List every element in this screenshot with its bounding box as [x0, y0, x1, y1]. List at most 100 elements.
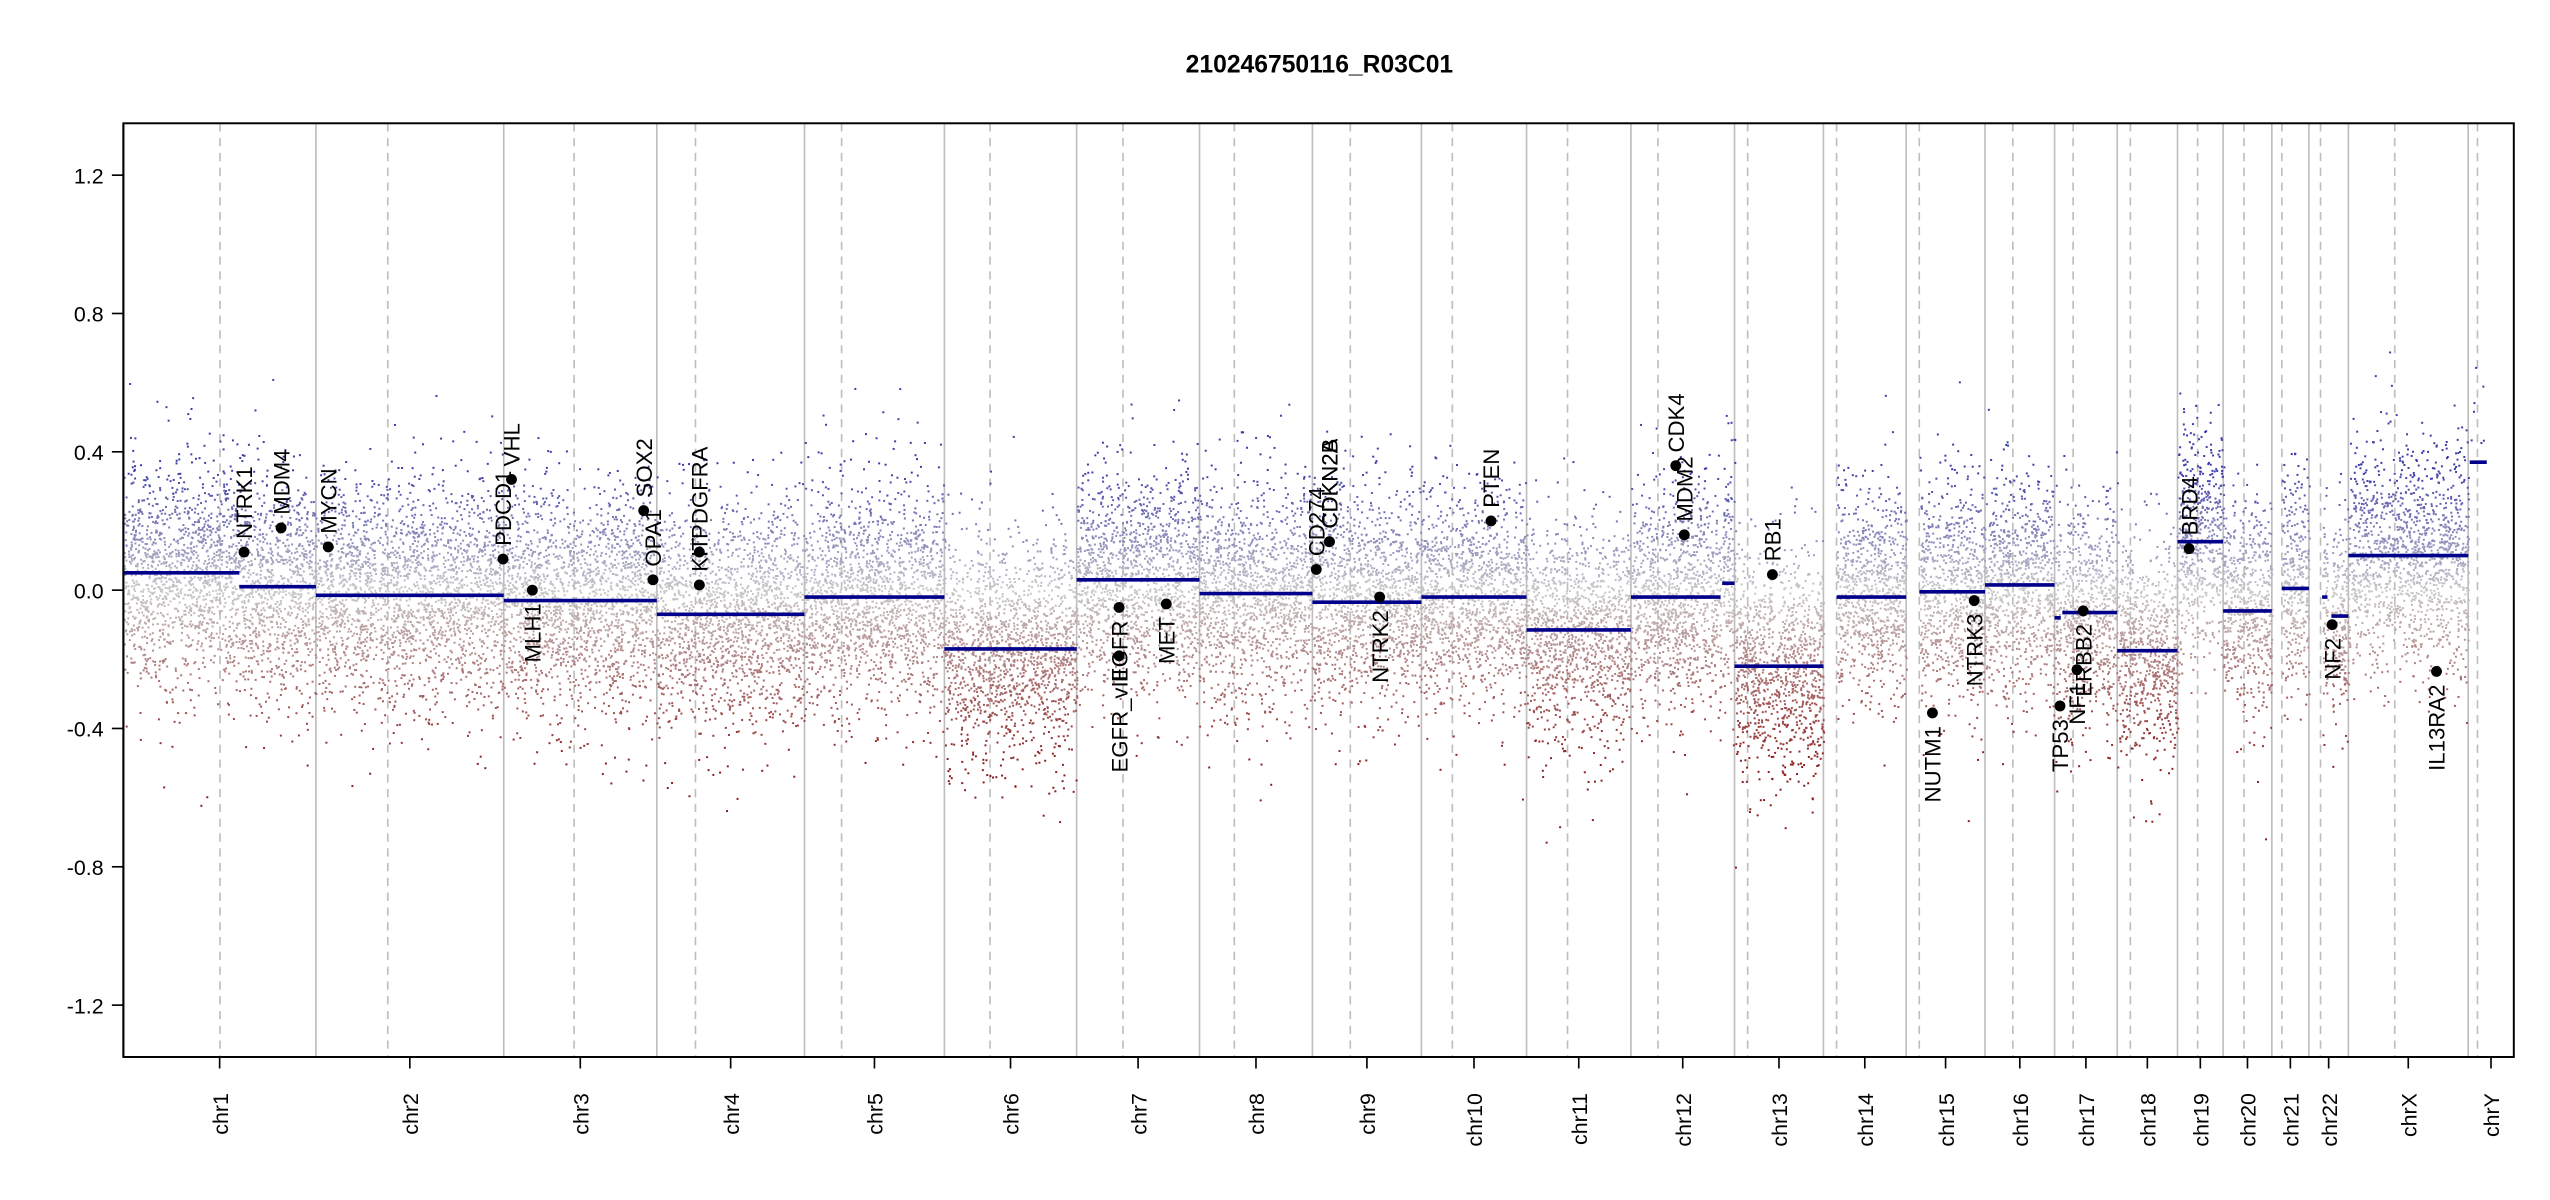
probe-point — [363, 524, 365, 526]
probe-point — [396, 527, 398, 529]
probe-point — [145, 658, 147, 660]
probe-point — [129, 639, 131, 641]
probe-point — [440, 615, 442, 617]
probe-point — [434, 676, 436, 678]
probe-point — [463, 560, 465, 562]
probe-point — [159, 636, 161, 638]
probe-point — [126, 726, 128, 728]
probe-point — [482, 618, 484, 620]
probe-point — [174, 565, 176, 567]
probe-point — [626, 528, 628, 530]
probe-point — [296, 670, 298, 672]
probe-point — [460, 679, 462, 681]
probe-point — [418, 610, 420, 612]
probe-point — [140, 712, 142, 714]
probe-point — [364, 535, 366, 537]
probe-point — [325, 608, 327, 610]
probe-point — [200, 502, 202, 504]
probe-point — [422, 521, 424, 523]
probe-point — [352, 522, 354, 524]
probe-point — [402, 551, 404, 553]
probe-point — [406, 656, 408, 658]
probe-point — [432, 591, 434, 593]
probe-point — [269, 579, 271, 581]
probe-point — [187, 682, 189, 684]
probe-point — [364, 628, 366, 630]
probe-point — [318, 631, 320, 633]
probe-point — [358, 569, 360, 571]
probe-point — [158, 639, 160, 641]
probe-point — [300, 596, 302, 598]
probe-point — [163, 601, 165, 603]
probe-point — [200, 614, 202, 616]
probe-point — [145, 623, 147, 625]
probe-point — [434, 615, 436, 617]
probe-point — [370, 590, 372, 592]
probe-point — [406, 615, 408, 617]
probe-point — [407, 577, 409, 579]
probe-point — [282, 647, 284, 649]
probe-point — [340, 568, 342, 570]
probe-point — [393, 620, 395, 622]
probe-point — [452, 559, 454, 561]
probe-point — [192, 583, 194, 585]
probe-point — [437, 637, 439, 639]
probe-point — [222, 521, 224, 523]
probe-point — [392, 636, 394, 638]
probe-point — [369, 634, 371, 636]
probe-point — [191, 689, 193, 691]
probe-point — [241, 594, 243, 596]
probe-point — [270, 596, 272, 598]
probe-point — [176, 462, 178, 464]
probe-point — [615, 661, 617, 663]
probe-point — [357, 608, 359, 610]
probe-point — [323, 707, 325, 709]
probe-point — [355, 568, 357, 570]
probe-point — [155, 542, 157, 544]
probe-point — [315, 575, 317, 577]
probe-point — [255, 644, 257, 646]
probe-point — [388, 697, 390, 699]
probe-point — [224, 639, 226, 641]
probe-point — [193, 561, 195, 563]
probe-point — [409, 549, 411, 551]
probe-point — [256, 573, 258, 575]
probe-point — [473, 555, 475, 557]
probe-point — [169, 692, 171, 694]
probe-point — [321, 585, 323, 587]
probe-point — [470, 535, 472, 537]
probe-point — [276, 601, 278, 603]
probe-point — [183, 569, 185, 571]
probe-point — [267, 571, 269, 573]
probe-point — [370, 632, 372, 634]
probe-point — [500, 654, 502, 656]
probe-point — [169, 643, 171, 645]
probe-point — [502, 601, 504, 603]
probe-point — [143, 499, 145, 501]
probe-point — [395, 567, 397, 569]
probe-point — [278, 658, 280, 660]
probe-point — [163, 562, 165, 564]
probe-point — [162, 660, 164, 662]
probe-point — [183, 533, 185, 535]
probe-point — [640, 664, 642, 666]
probe-point — [203, 610, 205, 612]
probe-point — [500, 650, 502, 652]
probe-point — [610, 570, 612, 572]
chart-title: 210246750116_R03C01 — [1186, 51, 1454, 78]
probe-point — [632, 694, 634, 696]
probe-point — [213, 661, 215, 663]
probe-point — [454, 633, 456, 635]
probe-point — [352, 618, 354, 620]
probe-point — [249, 596, 251, 598]
probe-point — [155, 671, 157, 673]
probe-point — [221, 576, 223, 578]
probe-point — [146, 529, 148, 531]
probe-point — [392, 552, 394, 554]
probe-point — [359, 572, 361, 574]
probe-point — [344, 478, 346, 480]
probe-point — [336, 660, 338, 662]
probe-point — [184, 511, 186, 513]
probe-point — [359, 483, 361, 485]
probe-point — [417, 499, 419, 501]
